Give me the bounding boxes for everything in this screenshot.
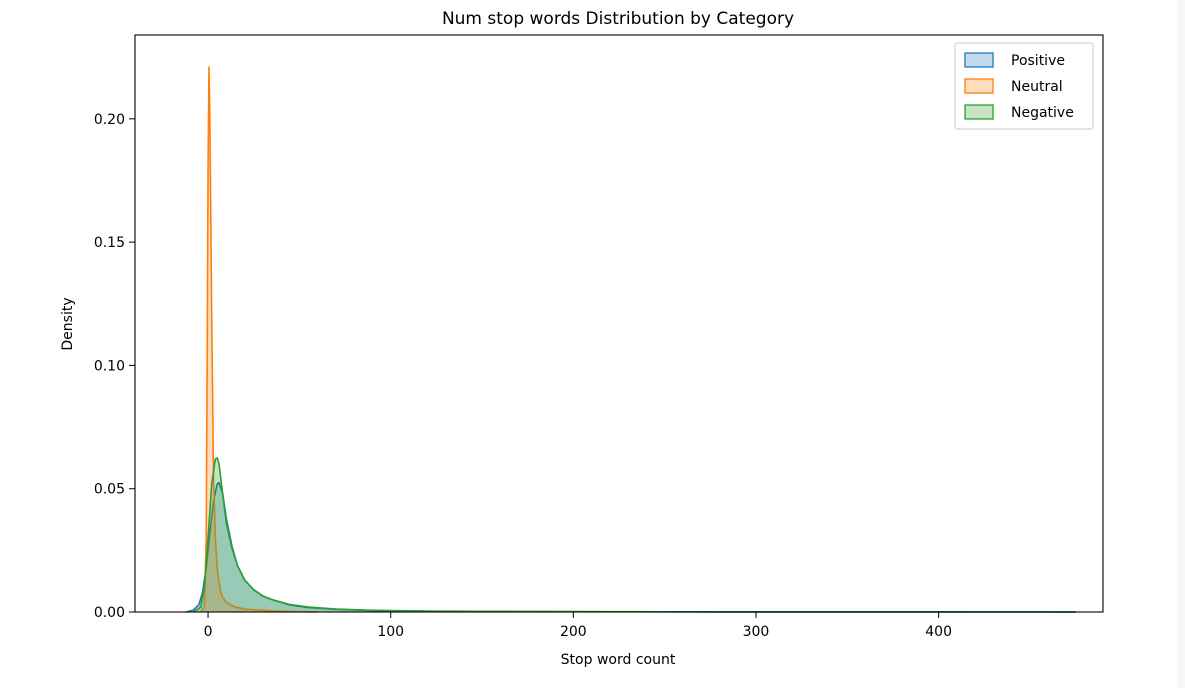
x-tick-label: 300 xyxy=(743,624,770,640)
y-tick-label: 0.20 xyxy=(94,112,125,128)
y-tick-label: 0.15 xyxy=(94,235,125,251)
x-tick-label: 100 xyxy=(377,624,404,640)
legend-label-negative: Negative xyxy=(1011,105,1074,121)
legend-swatch-positive xyxy=(964,52,994,68)
legend-swatch-neutral xyxy=(964,78,994,94)
chart-title: Num stop words Distribution by Category xyxy=(442,9,794,29)
legend: Positive Neutral Negative xyxy=(954,42,1094,130)
x-axis-label: Stop word count xyxy=(561,652,676,668)
series-line-positive xyxy=(185,481,1076,613)
window-edge-strip xyxy=(1177,0,1185,688)
y-axis-label: Density xyxy=(60,297,76,350)
legend-swatch-negative xyxy=(964,104,994,120)
x-tick-label: 200 xyxy=(560,624,587,640)
series-line-negative xyxy=(193,457,1076,613)
axes: 0 100 200 300 400 0.00 0.05 0.10 0.15 0.20 xyxy=(94,34,1104,640)
y-tick-label: 0.00 xyxy=(94,605,125,621)
series-area-positive xyxy=(186,482,1076,612)
series-area-negative xyxy=(193,457,1076,612)
legend-box xyxy=(954,42,1094,130)
legend-label-neutral: Neutral xyxy=(1011,79,1063,95)
series-line-neutral xyxy=(200,66,318,613)
x-tick-label: 400 xyxy=(925,624,952,640)
y-tick-label: 0.10 xyxy=(94,358,125,374)
y-tick-label: 0.05 xyxy=(94,482,125,498)
axes-frame xyxy=(134,34,1104,613)
legend-label-positive: Positive xyxy=(1011,53,1065,69)
x-tick-label: 0 xyxy=(204,624,213,640)
series-area-neutral xyxy=(200,67,318,612)
plot-area xyxy=(185,66,1076,613)
